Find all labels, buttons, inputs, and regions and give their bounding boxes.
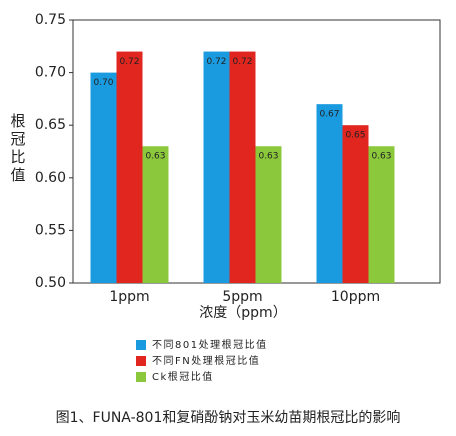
y-tick-label: 0.70 <box>35 65 66 81</box>
value-label: 0.67 <box>319 110 339 120</box>
x-axis-label: 浓度（ppm） <box>199 305 286 321</box>
legend-label: 不同801处理根冠比值 <box>152 338 268 351</box>
legend-swatch <box>136 340 146 350</box>
y-tick-label: 0.60 <box>35 170 66 186</box>
y-tick-label: 0.65 <box>35 117 66 133</box>
bar <box>342 125 369 283</box>
bar <box>116 51 143 284</box>
x-tick-label: 5ppm <box>222 289 262 305</box>
bar <box>255 146 282 283</box>
value-label: 0.63 <box>371 152 391 162</box>
bar <box>142 146 169 283</box>
x-tick-label: 1ppm <box>109 289 149 305</box>
value-label: 0.72 <box>119 57 139 67</box>
x-tick-label: 10ppm <box>331 289 380 305</box>
y-tick-label: 0.55 <box>35 222 66 238</box>
bar <box>90 72 117 283</box>
y-tick-label: 0.75 <box>35 12 66 28</box>
legend-swatch <box>136 356 146 366</box>
bar <box>316 104 343 283</box>
value-label: 0.63 <box>145 152 165 162</box>
value-label: 0.70 <box>93 78 113 88</box>
legend-label: Ck根冠比值 <box>152 370 214 383</box>
caption: 图1、FUNA-801和复硝酚钠对玉米幼苗期根冠比的影响 <box>56 409 401 426</box>
value-label: 0.72 <box>232 57 252 67</box>
legend-swatch <box>136 372 146 382</box>
value-label: 0.72 <box>206 57 226 67</box>
y-tick-label: 0.50 <box>35 275 66 291</box>
bar <box>229 51 256 284</box>
bar <box>368 146 395 283</box>
y-axis-label: 根冠比值 <box>10 112 25 184</box>
value-label: 0.63 <box>258 152 278 162</box>
bar <box>203 51 230 284</box>
legend-label: 不同FN处理根冠比值 <box>152 354 260 367</box>
value-label: 0.65 <box>345 131 365 141</box>
